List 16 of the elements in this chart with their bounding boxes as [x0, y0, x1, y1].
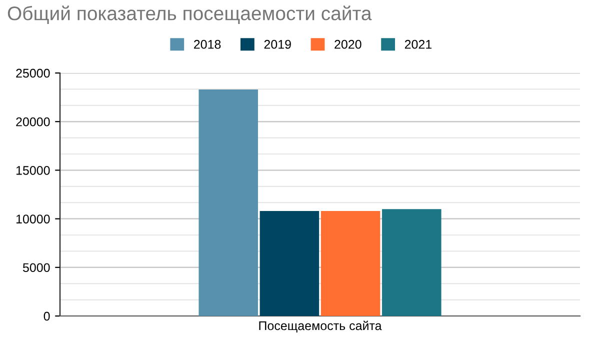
legend-label: 2021 — [404, 40, 432, 49]
y-tick-label: 25000 — [16, 68, 50, 78]
chart-title: Общий показатель посещаемости сайта — [8, 6, 372, 24]
x-tick-label: Посещаемость сайта — [259, 320, 382, 333]
y-tick-label: 5000 — [22, 263, 50, 272]
y-tick-label: 15000 — [16, 166, 50, 175]
legend-label: 2018 — [194, 40, 221, 49]
bar — [320, 211, 380, 316]
bar — [198, 90, 258, 316]
legend-label: 2019 — [264, 40, 291, 49]
y-tick-label: 20000 — [16, 117, 50, 126]
y-tick-label: 0 — [44, 312, 50, 321]
bar — [260, 211, 320, 316]
bar — [382, 209, 442, 316]
legend-label: 2020 — [334, 40, 362, 49]
y-tick-label: 10000 — [16, 214, 50, 224]
